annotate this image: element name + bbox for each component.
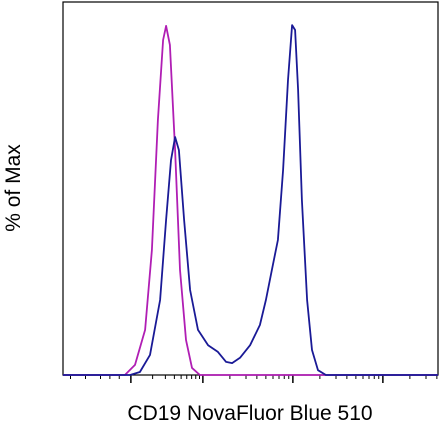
y-axis-label: % of Max xyxy=(2,144,25,232)
histogram-line xyxy=(63,25,438,376)
x-axis-label: CD19 NovaFluor Blue 510 xyxy=(127,402,372,425)
plot-frame xyxy=(62,1,439,376)
histogram-line xyxy=(63,24,438,376)
